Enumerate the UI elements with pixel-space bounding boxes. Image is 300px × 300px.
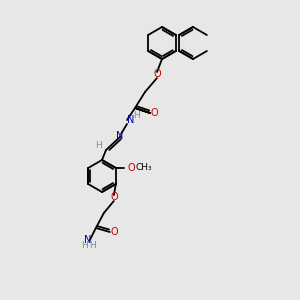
Text: O: O — [128, 163, 136, 173]
Text: H: H — [134, 112, 140, 121]
Text: O: O — [153, 69, 161, 79]
Text: O: O — [110, 227, 118, 237]
Text: O: O — [110, 192, 118, 202]
Text: H: H — [89, 242, 96, 250]
Text: H: H — [82, 242, 88, 250]
Text: H: H — [96, 142, 102, 151]
Text: CH₃: CH₃ — [136, 164, 152, 172]
Text: N: N — [116, 131, 124, 141]
Text: O: O — [150, 108, 158, 118]
Text: N: N — [84, 235, 92, 245]
Text: N: N — [127, 115, 135, 125]
